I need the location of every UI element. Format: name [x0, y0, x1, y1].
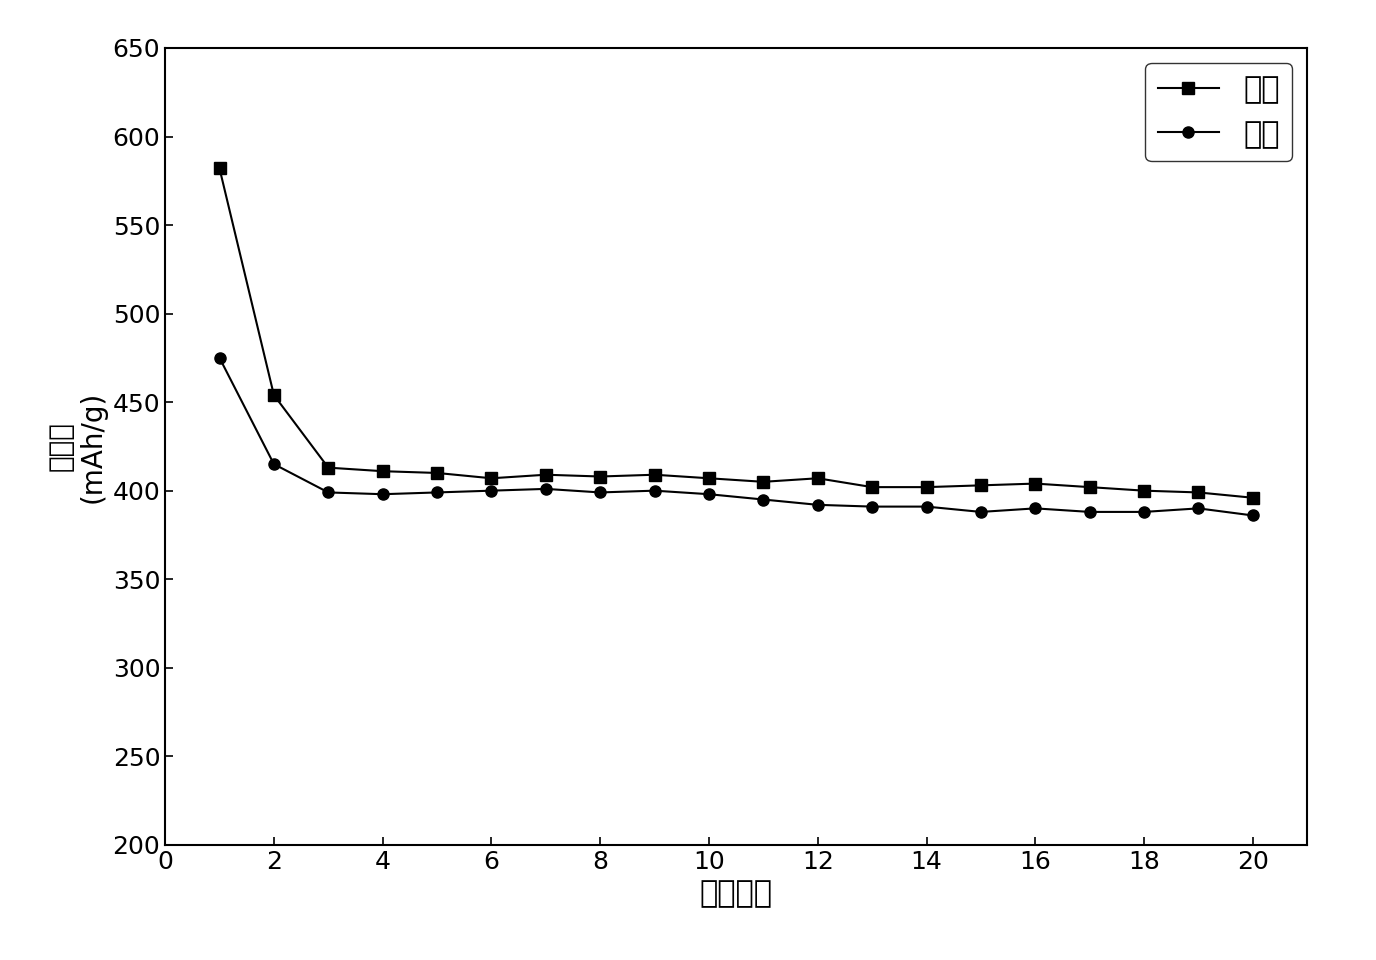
放电: [647, 485, 663, 496]
充电: [1244, 492, 1260, 503]
放电: [755, 493, 772, 505]
放电: [429, 487, 446, 498]
放电: [918, 501, 934, 513]
充电: [700, 472, 717, 484]
充电: [809, 472, 826, 484]
充电: [864, 481, 881, 492]
放电: [212, 352, 228, 364]
充电: [918, 481, 934, 492]
放电: [1026, 503, 1043, 515]
充电: [538, 469, 555, 481]
充电: [374, 466, 391, 477]
Legend: 充电, 放电: 充电, 放电: [1145, 63, 1292, 161]
放电: [973, 506, 989, 517]
放电: [1244, 510, 1260, 521]
放电: [1135, 506, 1152, 517]
充电: [321, 462, 337, 473]
充电: [1082, 481, 1098, 492]
放电: [321, 487, 337, 498]
充电: [266, 390, 282, 401]
充电: [212, 162, 228, 174]
Line: 放电: 放电: [213, 352, 1259, 521]
充电: [1026, 478, 1043, 490]
放电: [266, 458, 282, 469]
放电: [809, 499, 826, 511]
充电: [973, 480, 989, 492]
放电: [374, 489, 391, 500]
充电: [755, 476, 772, 488]
充电: [1135, 485, 1152, 496]
充电: [429, 468, 446, 479]
放电: [538, 483, 555, 494]
X-axis label: 循环次数: 循环次数: [699, 879, 773, 908]
Line: 充电: 充电: [213, 163, 1259, 503]
放电: [1082, 506, 1098, 517]
放电: [592, 487, 608, 498]
放电: [700, 489, 717, 500]
放电: [1190, 503, 1207, 515]
充电: [483, 472, 499, 484]
放电: [864, 501, 881, 513]
充电: [592, 470, 608, 482]
充电: [647, 469, 663, 481]
放电: [483, 485, 499, 496]
充电: [1190, 487, 1207, 498]
Y-axis label: 比容量
(mAh/g): 比容量 (mAh/g): [47, 391, 107, 502]
